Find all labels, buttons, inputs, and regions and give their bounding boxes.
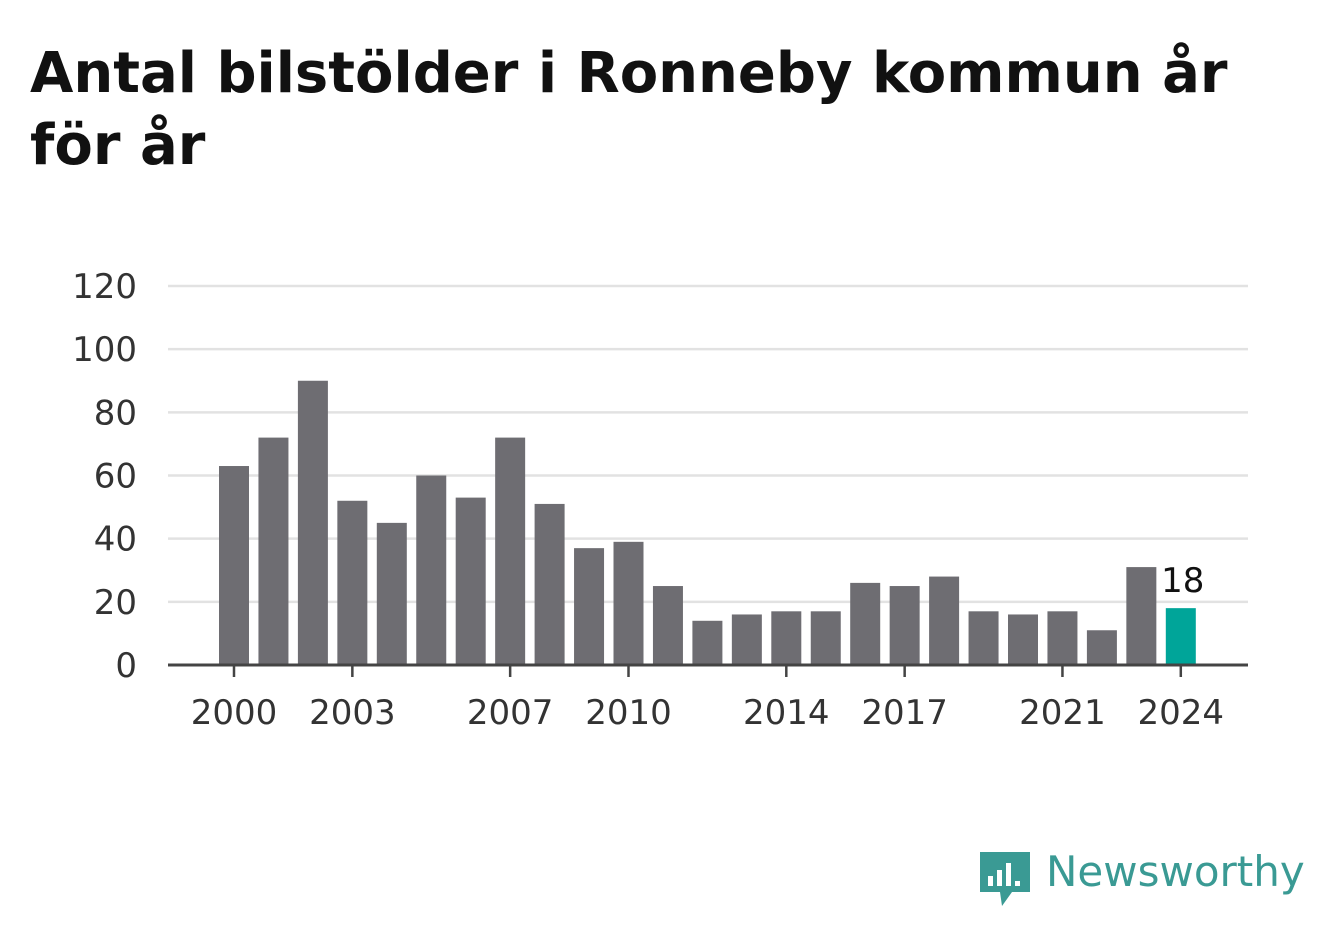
y-tick-label: 120	[72, 267, 137, 307]
bar-2014	[771, 611, 802, 665]
bar-2007	[495, 437, 526, 665]
bar-2021	[1047, 611, 1078, 665]
bar-2011	[652, 586, 683, 665]
y-tick-label: 20	[94, 583, 137, 623]
bar-2019	[968, 611, 999, 665]
bar-2000	[219, 466, 249, 665]
gridlines	[168, 284, 1248, 604]
bar-2015	[810, 611, 841, 665]
bar-2004	[376, 522, 407, 665]
bar-2020	[1008, 614, 1038, 665]
bar-2003	[337, 500, 368, 665]
data-labels: 18	[1161, 561, 1204, 601]
x-tick-label: 2003	[309, 693, 396, 733]
chart-title: Antal bilstölder i Ronneby kommun år för…	[30, 41, 1228, 178]
bar-2006	[455, 497, 486, 665]
bar-2009	[574, 548, 605, 665]
y-axis-ticks: 0 20 40 60 80 100 120	[72, 267, 137, 686]
bar-2010	[613, 541, 644, 665]
x-tick-label: 2017	[861, 693, 948, 733]
brand-name: Newsworthy	[1046, 847, 1305, 896]
bar-2022	[1086, 630, 1117, 665]
bar-2024	[1165, 608, 1196, 665]
bar-2016	[850, 582, 881, 665]
x-tick-label: 2007	[467, 693, 554, 733]
newsworthy-logo: Newsworthy	[980, 847, 1305, 910]
y-tick-label: 80	[94, 393, 137, 433]
bar-2017	[889, 586, 920, 665]
bar-2023	[1126, 567, 1157, 665]
bar-2001	[258, 437, 289, 665]
y-tick-label: 100	[72, 330, 137, 370]
x-tick-label: 2024	[1138, 693, 1225, 733]
x-tick-label: 2010	[585, 693, 672, 733]
x-tick-label: 2014	[743, 693, 830, 733]
bar-2005	[416, 475, 447, 665]
bar-2013	[731, 614, 762, 665]
y-tick-label: 60	[94, 457, 137, 497]
x-axis-ticks: 2000 2003 2007 2010 2014 2017 2021 2024	[191, 665, 1224, 733]
data-label: 18	[1161, 561, 1204, 601]
bar-2002	[297, 380, 328, 665]
bar-2008	[534, 503, 565, 665]
y-tick-label: 40	[94, 520, 137, 560]
bars	[219, 380, 1196, 665]
x-tick-label: 2000	[191, 693, 278, 733]
bar-chart-speech-bubble-icon	[980, 852, 1030, 906]
x-tick-label: 2021	[1019, 693, 1106, 733]
bar-2012	[692, 620, 723, 665]
bar-2018	[929, 576, 960, 665]
y-tick-label: 0	[115, 646, 137, 686]
